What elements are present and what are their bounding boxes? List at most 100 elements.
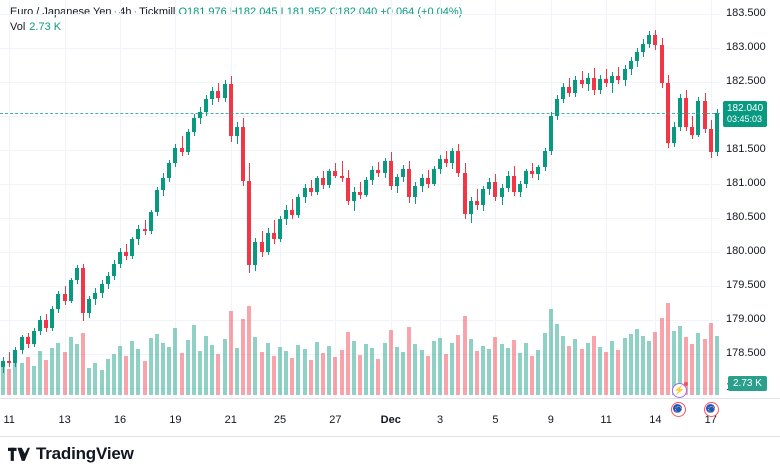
candle-wick (292, 198, 293, 220)
interval-label[interactable]: 4h (119, 6, 132, 18)
candle-body (1, 360, 6, 368)
candle-body (99, 284, 104, 293)
candle-body (690, 126, 695, 135)
lightning-alert-icon[interactable]: ⚡ (672, 383, 687, 398)
candle-body (585, 77, 590, 85)
candle-body (44, 319, 49, 328)
volume-bar (665, 303, 670, 395)
volume-bar (598, 347, 602, 395)
candle-body (241, 126, 246, 181)
volume-bar (548, 309, 553, 395)
jpy-flag-icon[interactable] (704, 402, 719, 417)
candle-body (105, 276, 110, 285)
candle-body (604, 78, 609, 83)
volume-bar (604, 352, 609, 395)
gridline-vertical (65, 0, 66, 398)
eur-flag-icon[interactable] (671, 402, 686, 417)
tradingview-logo[interactable]: TradingView (8, 444, 134, 464)
gridline-horizontal (0, 388, 720, 389)
candle-body (696, 100, 701, 135)
candle-body (628, 61, 633, 70)
gridline-horizontal (0, 354, 720, 355)
volume-badge[interactable]: 2.73 K (728, 376, 767, 391)
gridline-horizontal (0, 150, 720, 151)
candle-body (425, 178, 430, 184)
high-label: H (229, 6, 238, 18)
candle-wick (606, 69, 607, 88)
candle-body (684, 97, 689, 127)
candle-body (376, 170, 381, 173)
candle-wick (274, 220, 275, 244)
candle-body (524, 171, 529, 184)
volume-bar (647, 341, 652, 395)
volume-bar (438, 338, 442, 395)
candle-body (81, 268, 86, 313)
chart-plot-area[interactable] (0, 0, 720, 398)
candle-wick (342, 160, 343, 183)
high-value: 182.045 (237, 6, 278, 18)
time-axis-tick: 3 (436, 414, 444, 426)
volume-bar (247, 306, 252, 395)
candle-body (198, 111, 202, 119)
price-axis[interactable]: 183.500 183.000 182.500 181.500 181.000 180.5… (720, 0, 780, 398)
volume-bar (148, 338, 153, 395)
current-price-badge[interactable]: 182.040 03:45:03 (723, 100, 768, 127)
candle-body (573, 80, 578, 93)
gridline-vertical (9, 0, 10, 398)
volume-bar (567, 346, 572, 395)
change-value: +0.064 (+0.04%) (380, 6, 463, 18)
candle-body (511, 175, 516, 192)
candle-body (247, 180, 252, 266)
volume-bar (474, 351, 479, 395)
volume-bar (314, 342, 319, 395)
candle-body (518, 183, 522, 192)
candle-body (222, 84, 227, 98)
candle-wick (569, 77, 570, 97)
chart-legend: Euro / Japanese Yen · 4h · Tickmill O181.976… (10, 5, 462, 20)
candle-wick (145, 220, 146, 236)
gridline-horizontal (0, 14, 720, 15)
time-axis-tick: 19 (169, 414, 182, 426)
volume-bar (505, 348, 510, 395)
volume-bar (518, 353, 522, 395)
candle-body (401, 168, 406, 177)
volume-bar (425, 356, 430, 395)
candle-body (290, 209, 295, 215)
gridline-horizontal (0, 218, 720, 219)
tradingview-mark-icon (8, 447, 30, 461)
volume-bar (62, 352, 67, 395)
volume-bar (407, 327, 412, 395)
time-axis-tick: 13 (58, 414, 71, 426)
candle-body (321, 178, 326, 186)
candle-body (278, 219, 282, 240)
low-label: L (280, 6, 287, 18)
candle-wick (378, 161, 379, 177)
candle-body (653, 35, 658, 45)
volume-bar (659, 318, 664, 395)
candle-body (487, 182, 492, 190)
volume-bar (628, 334, 633, 395)
gridline-vertical (175, 0, 176, 398)
footer-divider (0, 436, 780, 437)
low-value: 181.952 (286, 6, 327, 18)
gridline-vertical (120, 0, 121, 398)
candle-body (419, 178, 424, 187)
volume-bar (99, 370, 104, 395)
volume-bar (130, 341, 135, 395)
volume-bar (38, 351, 42, 395)
symbol-name[interactable]: Euro / Japanese Yen (10, 6, 112, 18)
gridline-vertical (335, 0, 336, 398)
candle-body (31, 330, 36, 345)
gridline-horizontal (0, 82, 720, 83)
volume-bar (450, 343, 455, 395)
volume-bar (253, 337, 258, 395)
price-axis-tick: 181.500 (726, 142, 766, 155)
time-axis[interactable]: 11 13 16 19 21 25 27 Dec 3 5 9 11 14 17 (0, 398, 780, 436)
candle-body (536, 167, 541, 175)
candle-wick (9, 352, 10, 367)
volume-bar (44, 360, 49, 395)
volume-bar (222, 339, 227, 395)
volume-bar (111, 354, 116, 395)
candle-body (7, 360, 12, 364)
volume-bar (591, 336, 596, 395)
